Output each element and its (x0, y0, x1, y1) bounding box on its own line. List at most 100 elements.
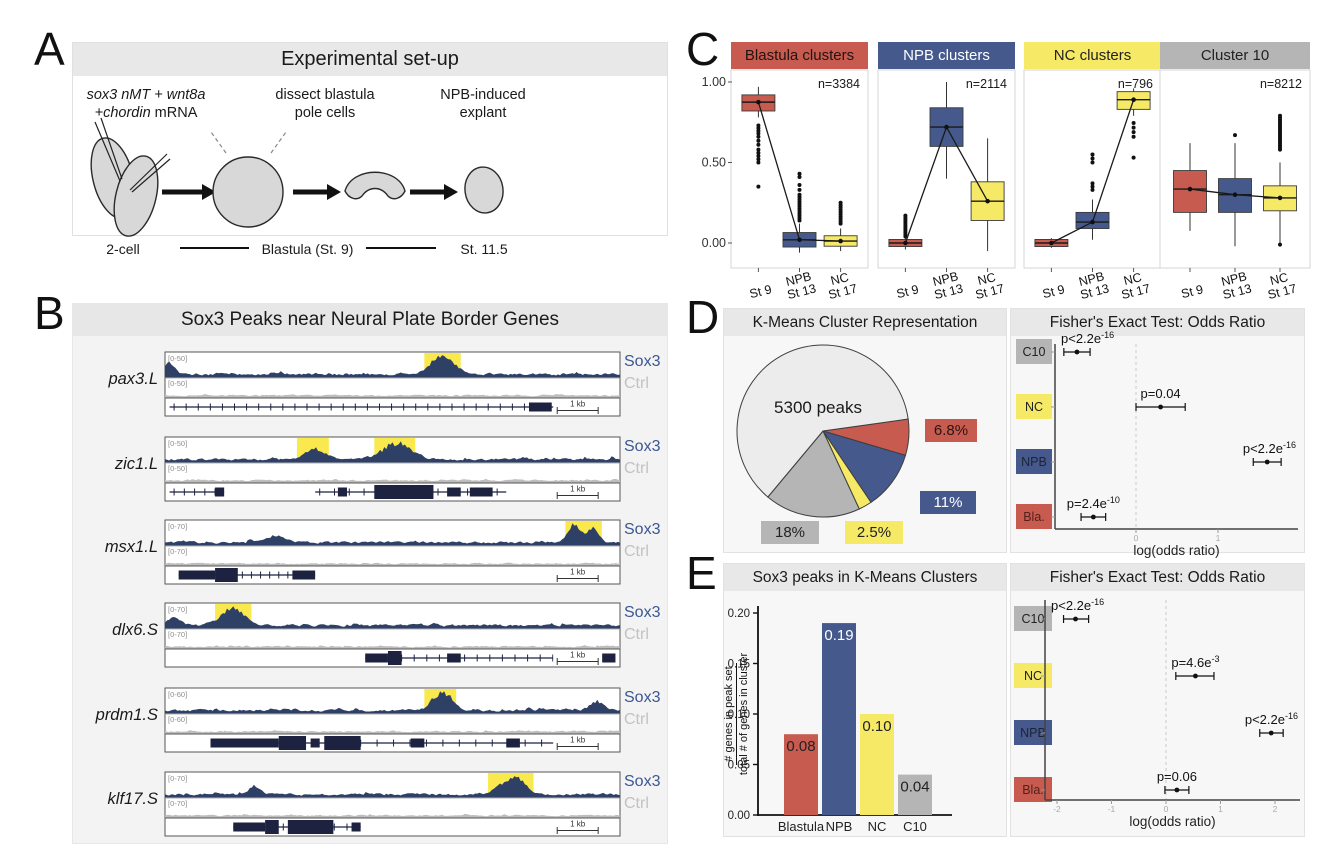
box (823, 235, 858, 247)
outlier-dot (797, 187, 802, 192)
median-dot (1131, 97, 1136, 103)
outlier-dot (1090, 187, 1095, 192)
x-tick-label-line: St 13 (1221, 281, 1253, 302)
box (741, 94, 776, 112)
x-tick-label-line: NC (1122, 270, 1143, 288)
x-tick-label-line: St 9 (748, 282, 773, 301)
n-count-label: n=8212 (1260, 77, 1302, 91)
track-label-ctrl: Ctrl (624, 375, 649, 392)
outlier-dot (903, 217, 908, 222)
panel-letter-c: C (686, 23, 720, 75)
fisher-row-label: NPB (1016, 449, 1052, 474)
outlier-dot (1278, 141, 1282, 146)
outlier-dot (903, 219, 908, 224)
boxplot-header-blastula: Blastula clusters (731, 42, 868, 69)
outlier-dot (1278, 135, 1282, 140)
bar-panel-box (723, 563, 1007, 837)
outlier-dot (756, 134, 761, 139)
pie-slice-label: 6.8% (925, 419, 977, 442)
fisher-row-label: NC (1014, 663, 1052, 688)
panel-letter-e: E (686, 547, 717, 599)
outlier-dot (1278, 139, 1282, 144)
outlier-dot (797, 218, 802, 223)
track-label-ctrl: Ctrl (624, 543, 649, 560)
x-tick-label: St 9 (895, 282, 920, 301)
box (782, 232, 817, 248)
outlier-dot (1278, 117, 1282, 122)
outlier-dot (838, 221, 843, 226)
outlier-dot (756, 126, 761, 131)
outlier-dot (1278, 131, 1282, 136)
track-label-sox3: Sox3 (624, 773, 661, 790)
outlier-dot (1278, 115, 1282, 120)
fisher-row-label: C10 (1016, 339, 1052, 364)
outlier-dot (838, 212, 843, 217)
stage-2cell-label: 2-cell (106, 241, 140, 257)
x-tick-label-line: St 9 (895, 282, 920, 301)
median-dot (1277, 195, 1283, 201)
outlier-dot (756, 142, 761, 147)
outlier-dot (1233, 133, 1237, 138)
outlier-dot (838, 210, 843, 215)
track-label-ctrl: Ctrl (624, 711, 649, 728)
outlier-dot (1278, 125, 1282, 130)
median-connector-line (757, 101, 841, 242)
outlier-dot (756, 147, 761, 152)
track-label-sox3: Sox3 (624, 689, 661, 706)
x-tick-label-line: St 17 (1266, 281, 1298, 302)
outlier-dot (756, 160, 761, 165)
panel-a-title: Experimental set-up (281, 48, 459, 70)
x-tick-label-line: St 17 (827, 281, 859, 302)
median-dot (1232, 192, 1238, 197)
outlier-dot (903, 224, 908, 229)
box (1116, 91, 1151, 110)
dissect-label: dissect blastula pole cells (275, 87, 375, 121)
x-tick-label-line: NC (829, 270, 850, 288)
x-tick-label-line: St 13 (933, 281, 965, 302)
fisher-row-label: Bla. (1014, 777, 1052, 802)
outlier-dot (1278, 143, 1282, 148)
outlier-dot (797, 204, 802, 209)
outlier-dot (756, 128, 761, 133)
outlier-dot (903, 228, 908, 233)
outlier-dot (797, 211, 802, 216)
injection-label-line2: +chordin mRNA (94, 105, 198, 121)
track-label-sox3: Sox3 (624, 604, 661, 621)
panel-b-box (72, 303, 668, 844)
outlier-dot (797, 206, 802, 211)
panel-b-header: Sox3 Peaks near Neural Plate Border Gene… (73, 304, 667, 336)
outlier-dot (1278, 123, 1282, 128)
track-label-sox3: Sox3 (624, 438, 661, 455)
outlier-dot (756, 150, 761, 155)
outlier-dot (1278, 127, 1282, 132)
n-count-label: n=3384 (818, 77, 860, 91)
outlier-dot (756, 154, 761, 159)
track-label-sox3: Sox3 (624, 521, 661, 538)
x-tick-label-line: St 9 (1180, 282, 1205, 301)
fisher-e-panel-header: Fisher's Exact Test: Odds Ratio (1011, 564, 1304, 591)
y-tick-label: 0.00 (702, 236, 726, 250)
outlier-dot (1278, 133, 1282, 138)
outlier-dot (903, 232, 908, 237)
median-dot (1049, 240, 1054, 246)
outlier-dot (1278, 113, 1282, 118)
median-dot (756, 99, 761, 105)
stage-blastula-label: Blastula (St. 9) (261, 241, 354, 257)
outlier-dot (797, 183, 802, 188)
x-tick-label: St 9 (1041, 282, 1066, 301)
outlier-dot (1131, 121, 1136, 126)
fisher-d-panel-box (1010, 308, 1305, 553)
outlier-dot (838, 200, 843, 205)
fisher-row-label: Bla. (1016, 504, 1052, 529)
outlier-dot (797, 174, 802, 179)
box (1173, 170, 1207, 213)
